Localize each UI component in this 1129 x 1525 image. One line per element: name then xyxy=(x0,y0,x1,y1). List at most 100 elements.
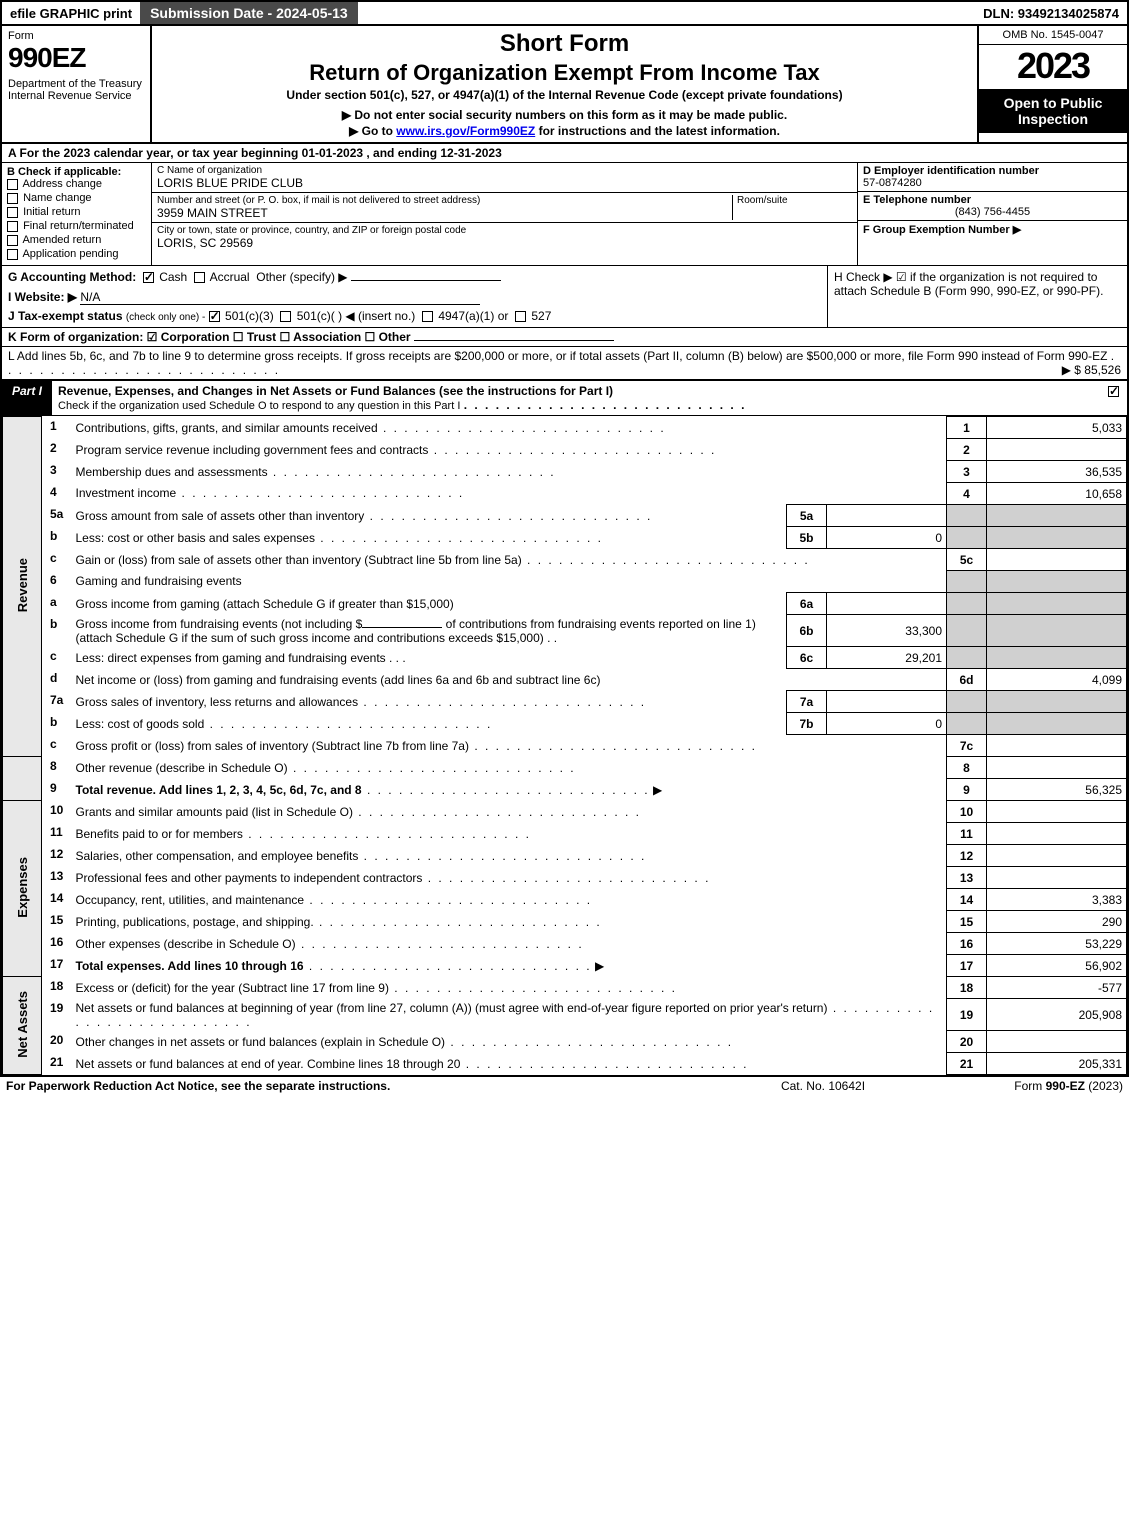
ein-row: D Employer identification number 57-0874… xyxy=(858,163,1127,192)
ein-label: D Employer identification number xyxy=(863,165,1039,177)
chk-501c[interactable] xyxy=(280,311,291,322)
part-1-header: Part I Revenue, Expenses, and Changes in… xyxy=(2,381,1127,416)
page-footer: For Paperwork Reduction Act Notice, see … xyxy=(0,1077,1129,1095)
chk-final-return[interactable]: Final return/terminated xyxy=(7,220,146,232)
street-row: Number and street (or P. O. box, if mail… xyxy=(152,193,857,223)
form-number: 990EZ xyxy=(8,42,144,74)
dln-label: DLN: 93492134025874 xyxy=(975,3,1127,24)
website-value: N/A xyxy=(80,290,480,305)
line-4: 4 Investment income 4 10,658 xyxy=(3,483,1127,505)
part-1-table: Revenue 1 Contributions, gifts, grants, … xyxy=(2,416,1127,1075)
line-20: 20 Other changes in net assets or fund b… xyxy=(3,1031,1127,1053)
line-16: 16 Other expenses (describe in Schedule … xyxy=(3,933,1127,955)
group-exemption-row: F Group Exemption Number ▶ xyxy=(858,221,1127,238)
line-3: 3 Membership dues and assessments 3 36,5… xyxy=(3,461,1127,483)
efile-label: efile GRAPHIC print xyxy=(2,3,140,24)
part-1-check-note: Check if the organization used Schedule … xyxy=(58,400,460,412)
irs-link[interactable]: www.irs.gov/Form990EZ xyxy=(396,124,535,138)
chk-cash[interactable] xyxy=(143,272,154,283)
line-13: 13 Professional fees and other payments … xyxy=(3,867,1127,889)
line-7b: b Less: cost of goods sold 7b 0 xyxy=(3,713,1127,735)
line-17: 17 Total expenses. Add lines 10 through … xyxy=(3,955,1127,977)
other-org-input[interactable] xyxy=(414,340,614,341)
note2-post: for instructions and the latest informat… xyxy=(535,124,780,138)
other-specify-input[interactable] xyxy=(351,280,501,281)
row-k-text: K Form of organization: ☑ Corporation ☐ … xyxy=(8,330,411,344)
row-a-text: A For the 2023 calendar year, or tax yea… xyxy=(8,146,502,160)
room-label: Room/suite xyxy=(737,195,852,206)
line-8: 8 Other revenue (describe in Schedule O)… xyxy=(3,757,1127,779)
ein-value: 57-0874280 xyxy=(863,177,922,189)
section-h: H Check ▶ ☑ if the organization is not r… xyxy=(827,266,1127,327)
line-7c: c Gross profit or (loss) from sales of i… xyxy=(3,735,1127,757)
line-7a: 7a Gross sales of inventory, less return… xyxy=(3,691,1127,713)
chk-address-change[interactable]: Address change xyxy=(7,178,146,190)
part-1-label: Part I xyxy=(2,381,52,415)
street-label: Number and street (or P. O. box, if mail… xyxy=(157,195,732,206)
line-5a: 5a Gross amount from sale of assets othe… xyxy=(3,505,1127,527)
line-6d: d Net income or (loss) from gaming and f… xyxy=(3,669,1127,691)
line-5c: c Gain or (loss) from sale of assets oth… xyxy=(3,549,1127,571)
top-bar: efile GRAPHIC print Submission Date - 20… xyxy=(2,2,1127,26)
chk-name-change[interactable]: Name change xyxy=(7,192,146,204)
accounting-method-row: G Accounting Method: Cash Accrual Other … xyxy=(8,270,821,284)
line-1: Revenue 1 Contributions, gifts, grants, … xyxy=(3,417,1127,439)
org-name-row: C Name of organization LORIS BLUE PRIDE … xyxy=(152,163,857,193)
chk-application-pending[interactable]: Application pending xyxy=(7,248,146,260)
website-row: I Website: ▶ N/A xyxy=(8,290,821,305)
form-990ez-container: efile GRAPHIC print Submission Date - 20… xyxy=(0,0,1129,1077)
line-10: Expenses 10 Grants and similar amounts p… xyxy=(3,801,1127,823)
row-k-organization-type: K Form of organization: ☑ Corporation ☐ … xyxy=(2,328,1127,347)
omb-number: OMB No. 1545-0047 xyxy=(979,26,1127,45)
city-label: City or town, state or province, country… xyxy=(157,225,466,236)
form-ref: Form 990-EZ (2023) xyxy=(923,1079,1123,1093)
group-exemption-label: F Group Exemption Number ▶ xyxy=(863,224,1021,236)
line-6: 6 Gaming and fundraising events xyxy=(3,571,1127,593)
org-name-label: C Name of organization xyxy=(157,165,852,176)
city-value: LORIS, SC 29569 xyxy=(157,236,466,250)
line-6b: b Gross income from fundraising events (… xyxy=(3,615,1127,647)
chk-4947[interactable] xyxy=(422,311,433,322)
line-21: 21 Net assets or fund balances at end of… xyxy=(3,1053,1127,1075)
catalog-number: Cat. No. 10642I xyxy=(723,1079,923,1093)
chk-amended-return[interactable]: Amended return xyxy=(7,234,146,246)
section-b: B Check if applicable: Address change Na… xyxy=(2,163,152,265)
org-name-value: LORIS BLUE PRIDE CLUB xyxy=(157,176,852,190)
h-text: H Check ▶ ☑ if the organization is not r… xyxy=(834,270,1103,298)
row-l-amount: ▶ $ 85,526 xyxy=(1062,363,1121,377)
line-6c: c Less: direct expenses from gaming and … xyxy=(3,647,1127,669)
row-a-tax-year: A For the 2023 calendar year, or tax yea… xyxy=(2,144,1127,163)
chk-accrual[interactable] xyxy=(194,272,205,283)
short-form-label: Short Form xyxy=(160,30,969,58)
info-block-bcdef: B Check if applicable: Address change Na… xyxy=(2,163,1127,266)
form-word: Form xyxy=(8,30,144,42)
line-12: 12 Salaries, other compensation, and emp… xyxy=(3,845,1127,867)
chk-501c3[interactable] xyxy=(209,311,220,322)
chk-527[interactable] xyxy=(515,311,526,322)
tax-exempt-row: J Tax-exempt status (check only one) - 5… xyxy=(8,309,821,323)
department-label: Department of the Treasury Internal Reve… xyxy=(8,78,144,102)
header-left: Form 990EZ Department of the Treasury In… xyxy=(2,26,152,142)
open-to-public: Open to Public Inspection xyxy=(979,89,1127,133)
i-label: I Website: ▶ xyxy=(8,290,77,304)
header-right: OMB No. 1545-0047 2023 Open to Public In… xyxy=(977,26,1127,142)
line-14: 14 Occupancy, rent, utilities, and maint… xyxy=(3,889,1127,911)
line-18: Net Assets 18 Excess or (deficit) for th… xyxy=(3,977,1127,999)
section-g-left: G Accounting Method: Cash Accrual Other … xyxy=(2,266,827,327)
line-19: 19 Net assets or fund balances at beginn… xyxy=(3,999,1127,1031)
row-l-text: L Add lines 5b, 6c, and 7b to line 9 to … xyxy=(8,349,1107,363)
paperwork-notice: For Paperwork Reduction Act Notice, see … xyxy=(6,1079,723,1093)
j-label: J Tax-exempt status xyxy=(8,309,123,323)
section-c: C Name of organization LORIS BLUE PRIDE … xyxy=(152,163,857,265)
form-header: Form 990EZ Department of the Treasury In… xyxy=(2,26,1127,144)
chk-initial-return[interactable]: Initial return xyxy=(7,206,146,218)
g-label: G Accounting Method: xyxy=(8,270,136,284)
part-1-title: Revenue, Expenses, and Changes in Net As… xyxy=(52,381,1102,415)
line-9: 9 Total revenue. Add lines 1, 2, 3, 4, 5… xyxy=(3,779,1127,801)
part-1-checkbox[interactable] xyxy=(1102,381,1127,415)
telephone-label: E Telephone number xyxy=(863,194,971,206)
note2-pre: ▶ Go to xyxy=(349,124,396,138)
telephone-value: (843) 756-4455 xyxy=(863,206,1122,218)
instructions-link-row: ▶ Go to www.irs.gov/Form990EZ for instru… xyxy=(160,124,969,138)
tax-year: 2023 xyxy=(979,45,1127,87)
